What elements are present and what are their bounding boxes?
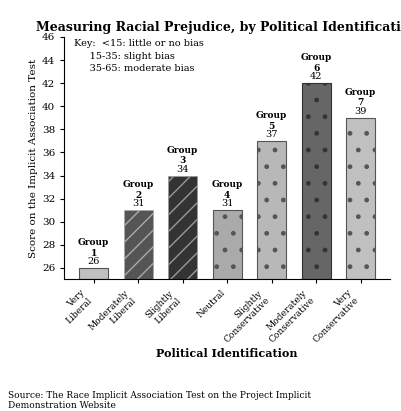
Text: 31: 31 bbox=[220, 199, 233, 208]
Text: 31: 31 bbox=[132, 199, 144, 208]
Title: Measuring Racial Prejudice, by Political Identification: Measuring Racial Prejudice, by Political… bbox=[36, 21, 401, 35]
Text: Key:  <15: little or no bias
     15-35: slight bias
     35-65: moderate bias: Key: <15: little or no bias 15-35: sligh… bbox=[74, 39, 203, 74]
Text: Group
6: Group 6 bbox=[300, 53, 331, 73]
Text: Group
3: Group 3 bbox=[166, 146, 198, 165]
Bar bbox=[301, 83, 330, 279]
Text: Group
1: Group 1 bbox=[78, 238, 109, 258]
Text: 42: 42 bbox=[309, 72, 322, 81]
Text: Group
7: Group 7 bbox=[344, 88, 375, 107]
Bar bbox=[124, 210, 152, 279]
Bar bbox=[212, 210, 241, 279]
Text: Group
4: Group 4 bbox=[211, 180, 242, 200]
Bar bbox=[79, 268, 108, 279]
Y-axis label: Score on the Implicit Association Test: Score on the Implicit Association Test bbox=[29, 59, 38, 258]
Text: 34: 34 bbox=[176, 165, 188, 174]
Text: 26: 26 bbox=[87, 257, 99, 266]
Text: Group
5: Group 5 bbox=[255, 111, 287, 131]
Text: 39: 39 bbox=[354, 107, 366, 116]
Bar bbox=[345, 118, 374, 279]
Bar bbox=[168, 175, 196, 279]
X-axis label: Political Identification: Political Identification bbox=[156, 348, 297, 359]
Text: 37: 37 bbox=[265, 130, 277, 139]
Text: Group
2: Group 2 bbox=[122, 180, 153, 200]
Text: Source: The Race Implicit Association Test on the Project Implicit
Demonstration: Source: The Race Implicit Association Te… bbox=[8, 391, 310, 410]
Bar bbox=[257, 141, 286, 279]
